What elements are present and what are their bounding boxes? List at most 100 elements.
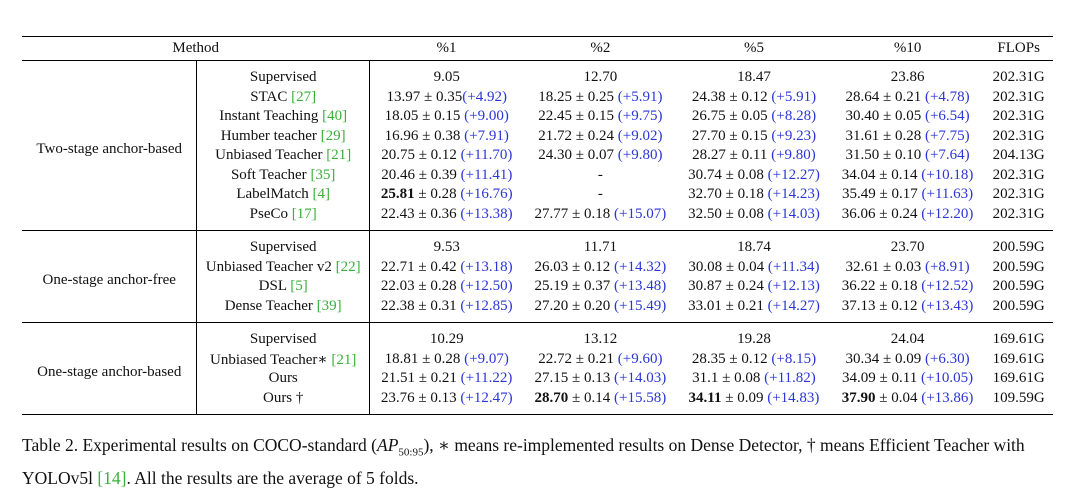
std-value: ± 0.21 <box>572 350 618 367</box>
std-value: ± 0.05 <box>879 108 925 125</box>
std-value: ± 0.37 <box>568 278 614 295</box>
table-row: PseCo [17] 22.43 ± 0.36 (+13.38) 27.77 ± 0… <box>22 204 1053 231</box>
table-row: Two-stage anchor-based Supervised 9.05 12.7… <box>22 60 1053 231</box>
gain-value: (+15.58) <box>614 389 667 406</box>
gain-value: (+14.32) <box>614 258 667 275</box>
method-name: Instant Teaching <box>219 108 323 125</box>
flops-cell: 204.13G <box>992 147 1045 164</box>
gain-value: (+7.91) <box>464 127 509 144</box>
citation-ref: [29] <box>320 127 346 144</box>
method-name: Unbiased Teacher v2 <box>205 258 336 275</box>
method-name: Ours † <box>262 389 304 406</box>
gain-value: (+7.64) <box>924 147 970 164</box>
mean-value: 28.27 <box>692 147 726 164</box>
std-value: ± 0.24 <box>572 127 618 144</box>
mean-value: 34.09 <box>842 370 876 387</box>
gain-value: (+16.76) <box>460 186 513 203</box>
value-cell: 9.53 <box>369 231 523 258</box>
value-cell: 20.46 ± 0.39 (+11.41) <box>369 166 523 186</box>
gain-value: (+5.91) <box>617 88 663 105</box>
value-cell: 22.72 ± 0.21 (+9.60) <box>524 350 678 370</box>
mean-value: 20.75 <box>381 147 415 164</box>
mean-value: 10.29 <box>429 331 464 348</box>
value-cell: 32.61 ± 0.03 (+8.91) <box>831 258 985 278</box>
std-value: ± 0.14 <box>568 389 614 406</box>
mean-value: 28.35 <box>691 350 726 367</box>
mean-value: 35.49 <box>842 186 876 203</box>
mean-value: 22.71 <box>380 258 415 275</box>
mean-value: 34.11 <box>688 389 722 406</box>
flops-cell: 109.59G <box>992 389 1045 406</box>
std-value: ± 0.14 <box>875 166 922 183</box>
mean-value: 32.50 <box>688 205 722 222</box>
gain-value: (+10.05) <box>920 370 974 387</box>
mean-value: 18.74 <box>737 239 771 256</box>
mean-value: 19.28 <box>737 331 771 348</box>
gain-value: (+9.07) <box>464 350 509 367</box>
gain-value: (+9.80) <box>617 147 663 164</box>
gain-value: (+13.43) <box>921 297 974 314</box>
value-cell: 27.70 ± 0.15 (+9.23) <box>677 127 831 147</box>
group-label: One-stage anchor-based <box>22 322 198 415</box>
value-cell: 33.01 ± 0.21 (+14.27) <box>677 297 831 323</box>
header-5pct: %5 <box>743 40 764 56</box>
value-cell: 23.86 <box>831 61 985 88</box>
value-cell: 31.1 ± 0.08 (+11.82) <box>677 369 831 389</box>
std-value: ± 0.07 <box>572 147 618 164</box>
table-row: Humber teacher [29] 16.96 ± 0.38 (+7.91) 2… <box>22 126 1053 147</box>
value-cell: 28.35 ± 0.12 (+8.15) <box>677 350 831 370</box>
mean-value: 13.97 <box>386 88 421 105</box>
value-cell: 26.75 ± 0.05 (+8.28) <box>677 107 831 127</box>
mean-value: 31.1 <box>692 370 719 387</box>
value-cell: 28.70 ± 0.14 (+15.58) <box>524 389 678 415</box>
method-name: STAC <box>250 88 292 105</box>
table-row: Soft Teacher [35] 20.46 ± 0.39 (+11.41) -3… <box>22 165 1053 186</box>
mean-value: 9.05 <box>433 69 460 86</box>
gain-value: (+11.82) <box>764 370 816 387</box>
mean-value: 30.08 <box>688 258 723 275</box>
gain-value: (+15.49) <box>614 297 667 314</box>
flops-cell: 202.31G <box>992 108 1045 125</box>
gain-value: (+4.78) <box>924 88 970 105</box>
citation-ref: [39] <box>316 297 342 314</box>
citation-ref: [40] <box>322 108 348 125</box>
value-cell: 32.70 ± 0.18 (+14.23) <box>677 185 831 205</box>
mean-value: 11.71 <box>583 239 617 256</box>
std-value: ± 0.12 <box>725 350 772 367</box>
mean-value: 18.25 <box>538 88 573 105</box>
method-cell: Supervised <box>196 322 370 350</box>
mean-value: 24.30 <box>538 147 573 164</box>
flops-cell: 202.31G <box>992 69 1045 86</box>
mean-value: 13.12 <box>583 331 618 348</box>
gain-value: (+8.91) <box>924 258 970 275</box>
method-cell: Supervised <box>196 230 370 258</box>
gain-value: (+13.86) <box>921 389 974 406</box>
std-value: ± 0.36 <box>414 205 461 222</box>
method-cell: Soft Teacher [35] <box>196 165 370 185</box>
method-cell: STAC [27] <box>196 87 370 107</box>
flops-cell: 202.31G <box>992 88 1045 105</box>
gain-value: (+11.41) <box>460 166 513 183</box>
mean-value: 30.34 <box>845 350 880 367</box>
std-value: ± 0.17 <box>875 186 922 203</box>
value-cell: 16.96 ± 0.38 (+7.91) <box>369 127 523 147</box>
method-cell: Unbiased Teacher v2 [22] <box>196 257 370 277</box>
gain-value: (+11.34) <box>767 258 820 275</box>
value-cell: 30.40 ± 0.05 (+6.54) <box>831 107 985 127</box>
mean-value: 27.70 <box>691 127 726 144</box>
value-cell: 37.90 ± 0.04 (+13.86) <box>831 389 985 415</box>
method-cell: Instant Teaching [40] <box>196 107 370 127</box>
value-cell: 30.34 ± 0.09 (+6.30) <box>831 350 985 370</box>
mean-value: 21.72 <box>538 127 573 144</box>
table-row: One-stage anchor-free Supervised 9.53 11.71… <box>22 230 1053 323</box>
method-cell: Ours † <box>196 388 370 415</box>
table-caption: Table 2. Experimental results on COCO-st… <box>22 433 1053 491</box>
std-value: ± 0.21 <box>721 297 768 314</box>
mean-value: 9.53 <box>433 239 460 256</box>
mean-value: 22.38 <box>380 297 415 314</box>
mean-value: 31.61 <box>845 127 880 144</box>
gain-value: (+13.18) <box>460 258 513 275</box>
value-cell: 27.15 ± 0.13 (+14.03) <box>524 369 678 389</box>
value-cell: 22.45 ± 0.15 (+9.75) <box>524 107 678 127</box>
gain-value: (+13.38) <box>460 205 513 222</box>
